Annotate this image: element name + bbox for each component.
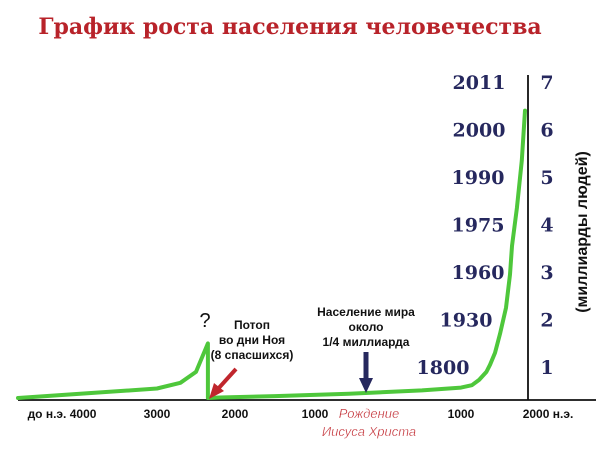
y-tick-value-4: 4 [540, 215, 553, 237]
christ-annotation: Рождение Иисуса Христа [322, 406, 417, 439]
population-note-line-1: Население мира [317, 305, 415, 319]
y-axis-label: (миллиарды людей) [574, 151, 591, 313]
x-tick-labels: до н.э. 4000 3000 2000 1000 1000 2000 н.э. [28, 407, 574, 421]
population-note-line-2: около [348, 320, 383, 334]
series-layer [16, 108, 527, 400]
y-tick-year-2011: 2011 [453, 72, 506, 94]
y-tick-value-6: 6 [540, 120, 553, 142]
chart-title: График роста населения человечества [38, 14, 541, 40]
flood-note-line-2: во дни Ноя [219, 333, 285, 347]
x-tick-3: 1000 [302, 407, 329, 421]
christ-label-line-1: Рождение [339, 406, 399, 421]
y-tick-value-1: 1 [540, 357, 553, 379]
y-tick-year-1930: 1930 [440, 310, 493, 332]
y-tick-labels: 1 1800 2 1930 3 1960 4 1975 5 1990 6 2000 7 2011 [417, 72, 554, 379]
y-tick-value-3: 3 [540, 262, 553, 284]
x-tick-1: 3000 [144, 407, 171, 421]
flood-arrow-icon [209, 367, 238, 399]
series-line-0 [16, 108, 527, 400]
flood-note-line-3: (8 спасшихся) [211, 348, 294, 362]
x-tick-0: до н.э. 4000 [28, 407, 97, 421]
population-note-line-3: 1/4 миллиарда [323, 335, 410, 349]
y-tick-year-1800: 1800 [417, 357, 470, 379]
flood-annotation: Потоп во дни Ноя (8 спасшихся) [209, 318, 293, 399]
y-tick-year-1990: 1990 [452, 167, 505, 189]
y-tick-value-7: 7 [540, 72, 553, 94]
flood-note-line-1: Потоп [234, 318, 270, 332]
christ-label-line-2: Иисуса Христа [322, 424, 416, 439]
y-tick-year-1960: 1960 [452, 262, 505, 284]
y-tick-year-2000: 2000 [453, 120, 506, 142]
x-tick-5: 2000 н.э. [523, 407, 574, 421]
x-tick-4: 1000 [448, 407, 475, 421]
population-arrow-icon [359, 352, 373, 393]
y-tick-value-5: 5 [540, 167, 553, 189]
population-annotation: Население мира около 1/4 миллиарда [317, 305, 415, 393]
y-tick-value-2: 2 [540, 310, 553, 332]
question-mark-label: ? [199, 310, 210, 332]
x-tick-2: 2000 [222, 407, 249, 421]
y-tick-year-1975: 1975 [452, 215, 505, 237]
